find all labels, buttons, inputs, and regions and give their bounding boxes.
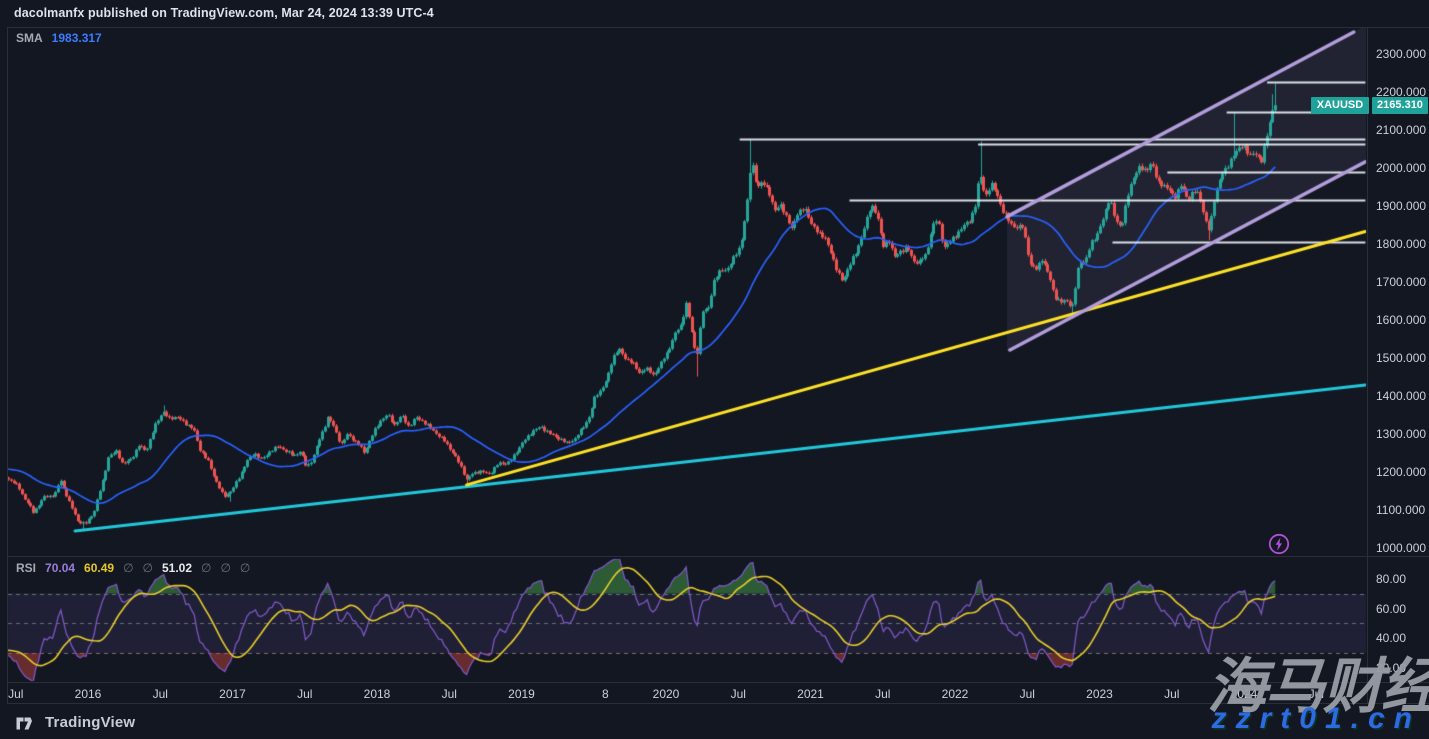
boost-lightning-icon[interactable] <box>1267 532 1291 556</box>
rsi-tick-label: 60.00 <box>1376 601 1407 616</box>
tradingview-logo[interactable]: TradingView <box>16 714 135 731</box>
price-tick-label: 2000.000 <box>1376 161 1427 175</box>
time-tick-label: Jul <box>1019 687 1035 701</box>
price-tick-label: 1000.000 <box>1376 541 1427 555</box>
time-tick-label: Jul <box>8 687 24 701</box>
rsi-ma-value: 60.49 <box>84 561 115 575</box>
price-tick-label: 1400.000 <box>1376 389 1427 403</box>
time-tick-label: 2023 <box>1086 687 1113 701</box>
price-tick-label: 2200.000 <box>1376 85 1427 99</box>
price-tick-label: 1200.000 <box>1376 465 1427 479</box>
rsi-legend: RSI 70.04 60.49 ∅ ∅ 51.02 ∅ ∅ ∅ <box>16 561 259 575</box>
chart-frame-left <box>7 28 8 704</box>
rsi-empty-value-icon: ∅ <box>123 561 134 575</box>
time-tick-label: Jul <box>297 687 313 701</box>
symbol-badge: XAUUSD <box>1311 97 1369 114</box>
rsi-empty-value-icon: ∅ <box>220 561 231 575</box>
last-price-value: 2165.310 <box>1372 97 1428 114</box>
chip-gap <box>1369 97 1372 114</box>
tradingview-logo-text: TradingView <box>45 714 136 731</box>
rsi-value: 70.04 <box>45 561 76 575</box>
time-tick-label: Jul <box>1164 687 1180 701</box>
sma-legend: SMA 1983.317 <box>16 31 102 45</box>
price-tick-label: 1500.000 <box>1376 351 1427 365</box>
chart-frame-top <box>7 27 1429 28</box>
price-tick-label: 1300.000 <box>1376 427 1427 441</box>
site-watermark: zzrt01.cn <box>1211 702 1421 735</box>
time-tick-label: Jul <box>730 687 746 701</box>
rsi-mid-value: 51.02 <box>161 561 193 575</box>
rsi-empty-value-icon: ∅ <box>239 561 251 575</box>
time-tick-label: 2022 <box>941 687 969 701</box>
rsi-empty-value-icon: ∅ <box>142 561 153 575</box>
time-tick-label: Jul <box>1308 687 1324 701</box>
sma-legend-value: 1983.317 <box>51 31 102 45</box>
time-tick-label: 8 <box>601 687 609 701</box>
time-tick-label: 2020 <box>652 687 680 701</box>
time-tick-label: Jul <box>875 687 891 701</box>
time-axis-separator <box>7 682 1429 683</box>
price-tick-label: 1100.000 <box>1376 503 1426 517</box>
price-tick-label: 2300.000 <box>1376 47 1427 61</box>
price-tick-label: 1700.000 <box>1376 275 1427 289</box>
chart-frame-bottom <box>7 703 1429 704</box>
time-tick-label: 2017 <box>219 687 246 701</box>
rsi-legend-title: RSI <box>16 561 37 575</box>
price-axis-separator <box>1367 28 1368 704</box>
time-tick-label: 2019 <box>508 687 535 701</box>
time-tick-label: Jul <box>441 687 457 701</box>
price-tick-label: 2100.000 <box>1376 123 1427 137</box>
sma-legend-title: SMA <box>16 31 43 45</box>
price-tick-label: 1900.000 <box>1376 199 1427 213</box>
pane-divider <box>7 556 1429 557</box>
price-tick-label: 1800.000 <box>1376 237 1427 251</box>
chinese-watermark: 海马财经 <box>1207 653 1429 720</box>
tradingview-logo-icon <box>16 717 32 730</box>
time-tick-label: 2021 <box>797 687 824 701</box>
rsi-tick-label: 40.00 <box>1376 631 1407 645</box>
rsi-empty-value-icon: ∅ <box>201 561 212 575</box>
time-tick-label: 2016 <box>74 687 102 701</box>
rsi-tick-label: 80.00 <box>1376 572 1407 586</box>
time-tick-label: 2018 <box>363 687 391 701</box>
rsi-tick-label: 20.00 <box>1376 660 1407 675</box>
time-tick-label: 2024 <box>1230 687 1258 701</box>
price-tick-label: 1600.000 <box>1376 313 1427 327</box>
time-tick-label: Jul <box>152 687 168 701</box>
last-price-label: XAUUSD 2165.310 <box>1311 97 1428 114</box>
